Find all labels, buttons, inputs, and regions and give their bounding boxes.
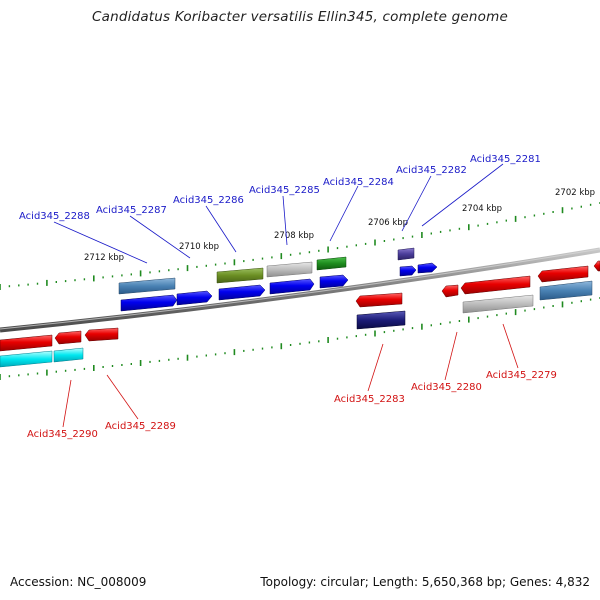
gene-acid345-2283[interactable]: [355, 292, 403, 308]
gene-acid345-2281[interactable]: [417, 262, 438, 274]
label-acid345-2281: Acid345_2281: [470, 154, 541, 165]
gene-acid345-2287[interactable]: [176, 290, 213, 306]
gene-reverse-arrow-r3[interactable]: [593, 260, 600, 272]
kbp-label-2706: 2706 kbp: [368, 218, 408, 228]
label-acid345-2287: Acid345_2287: [96, 205, 167, 216]
gene-reverse-arrow-r1[interactable]: [460, 275, 531, 295]
gene-forward-arrow-3[interactable]: [218, 284, 266, 301]
label-acid345-2282: Acid345_2282: [396, 165, 467, 176]
gene-forward-arrow-4[interactable]: [269, 278, 315, 295]
label-acid345-2289: Acid345_2289: [105, 421, 176, 432]
gene-acid345-2290[interactable]: [54, 330, 82, 345]
kbp-label-2712: 2712 kbp: [84, 253, 124, 263]
reverse-leaders: [62, 323, 519, 428]
gene-acid345-2289[interactable]: [84, 327, 119, 342]
label-acid345-2288: Acid345_2288: [19, 211, 90, 222]
gene-acid345-2286[interactable]: [216, 267, 264, 284]
gene-navy-block[interactable]: [356, 310, 406, 330]
reverse-genes: [0, 260, 600, 368]
gene-acid345-2279[interactable]: [537, 265, 589, 283]
label-acid345-2279: Acid345_2279: [486, 370, 557, 381]
kbp-label-2710: 2710 kbp: [179, 242, 219, 252]
gene-cyan-block-2[interactable]: [53, 347, 84, 363]
gene-forward-arrow-6[interactable]: [399, 265, 417, 277]
kbp-label-2708: 2708 kbp: [274, 231, 314, 241]
gene-acid345-2284[interactable]: [316, 256, 347, 271]
label-acid345-2290: Acid345_2290: [27, 429, 98, 440]
kbp-label-2704: 2704 kbp: [462, 204, 502, 214]
gene-reverse-arrow-l1[interactable]: [0, 334, 53, 352]
topology-label: Topology: circular; Length: 5,650,368 bp…: [260, 575, 590, 589]
gene-forward-arrow-5[interactable]: [319, 274, 349, 289]
forward-genes: [118, 247, 438, 312]
map-title: Candidatus Koribacter versatilis Ellin34…: [91, 9, 509, 25]
gene-acid345-2285[interactable]: [266, 261, 313, 278]
gene-acid345-2282[interactable]: [397, 247, 415, 261]
gene-steel-block[interactable]: [539, 280, 593, 301]
gene-acid345-2288[interactable]: [118, 277, 176, 295]
gene-acid345-2280[interactable]: [441, 284, 459, 298]
lower-ruler: [0, 297, 600, 380]
kbp-label-2702: 2702 kbp: [555, 188, 595, 198]
gene-cyan-block-1[interactable]: [0, 350, 53, 368]
accession-label: Accession: NC_008009: [10, 575, 147, 589]
forward-leaders: [53, 163, 504, 264]
gene-forward-arrow-1[interactable]: [120, 294, 178, 312]
label-acid345-2284: Acid345_2284: [323, 177, 394, 188]
genome-backbone: [0, 247, 600, 333]
label-acid345-2283: Acid345_2283: [334, 394, 405, 405]
label-acid345-2286: Acid345_2286: [173, 195, 244, 206]
gene-grey-block[interactable]: [462, 294, 534, 314]
upper-ruler: [0, 202, 600, 290]
label-acid345-2285: Acid345_2285: [249, 185, 320, 196]
label-acid345-2280: Acid345_2280: [411, 382, 482, 393]
